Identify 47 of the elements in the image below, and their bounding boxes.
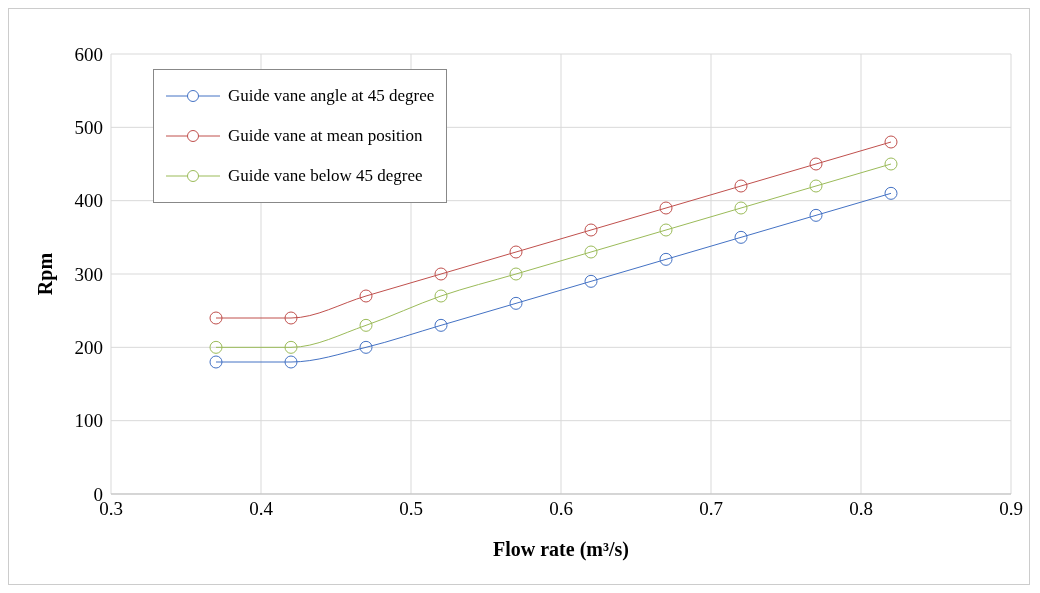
point (284, 311, 298, 325)
x-tick-label: 0.8 (849, 498, 873, 520)
point (809, 208, 823, 222)
legend-label: Guide vane at mean position (228, 126, 423, 146)
point (809, 157, 823, 171)
point (284, 340, 298, 354)
legend-label: Guide vane below 45 degree (228, 166, 423, 186)
point (434, 289, 448, 303)
point (734, 230, 748, 244)
x-tick-label: 0.9 (999, 498, 1023, 520)
point (209, 355, 223, 369)
x-tick-label: 0.4 (249, 498, 274, 520)
y-tick-label: 300 (74, 263, 103, 285)
point (509, 296, 523, 310)
x-tick-label: 0.7 (699, 498, 723, 520)
point (359, 318, 373, 332)
y-tick-label: 500 (74, 117, 103, 139)
x-tick-label: 0.5 (399, 498, 423, 520)
point (734, 179, 748, 193)
point (434, 267, 448, 281)
point (584, 274, 598, 288)
point (884, 157, 898, 171)
y-tick-label: 200 (74, 337, 103, 359)
legend-label: Guide vane angle at 45 degree (228, 86, 435, 106)
point (659, 252, 673, 266)
point (884, 186, 898, 200)
point (209, 311, 223, 325)
x-axis-title: Flow rate (m³/s) (493, 538, 629, 561)
y-tick-label: 400 (74, 190, 103, 212)
y-tick-label: 600 (74, 43, 103, 65)
point (584, 223, 598, 237)
point (659, 223, 673, 237)
point (659, 201, 673, 215)
point (884, 135, 898, 149)
point (509, 245, 523, 259)
point (584, 245, 598, 259)
x-tick-label: 0.6 (549, 498, 573, 520)
y-axis-title: Rpm (34, 252, 58, 296)
point (509, 267, 523, 281)
point (284, 355, 298, 369)
point (209, 340, 223, 354)
point (809, 179, 823, 193)
point (359, 340, 373, 354)
point (734, 201, 748, 215)
point (434, 318, 448, 332)
y-tick-label: 100 (74, 410, 103, 432)
point (359, 289, 373, 303)
